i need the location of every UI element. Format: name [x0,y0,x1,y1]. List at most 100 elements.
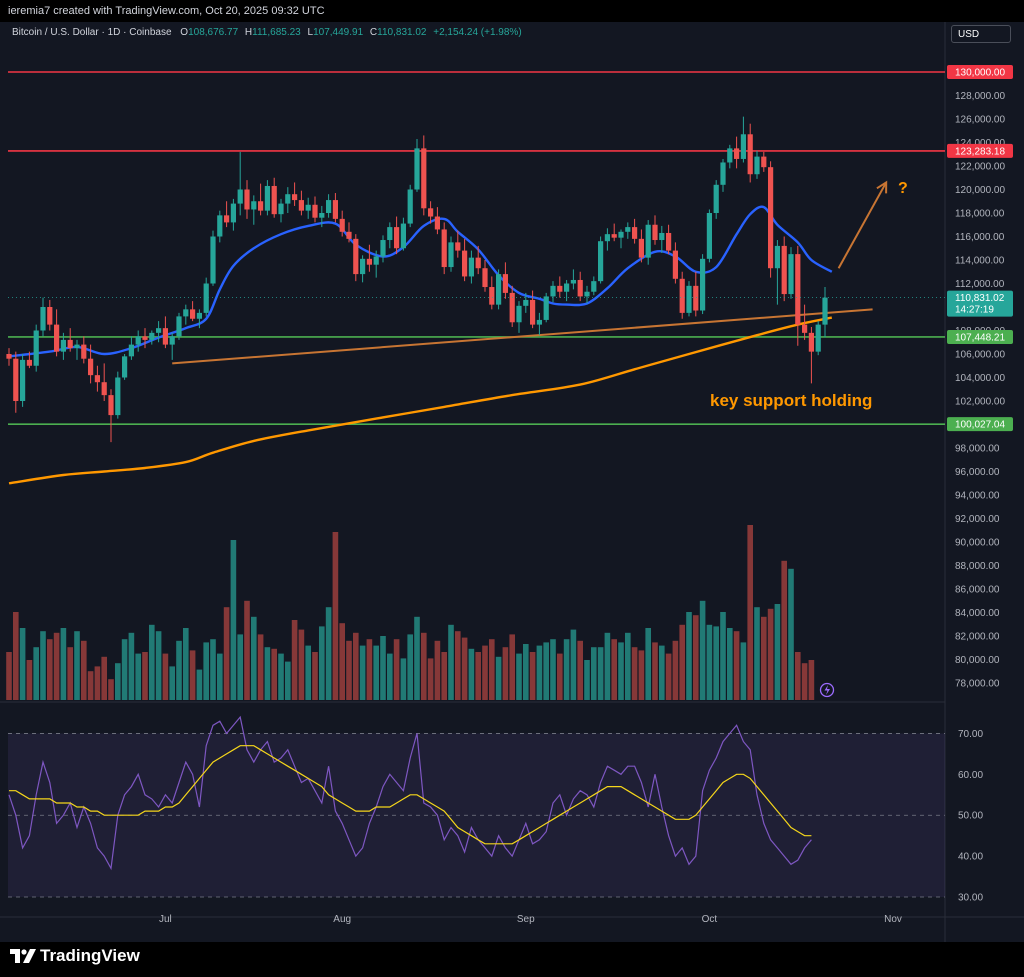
candle-body [251,201,257,210]
tradingview-logo[interactable]: TradingView [10,946,140,966]
time-label: Oct [702,914,718,925]
candle-body [312,204,318,218]
candle-body [550,285,556,297]
candle-body [142,336,148,340]
volume-bar [101,656,107,700]
candle-body [353,238,359,275]
support-price-tag-text: 100,027.04 [955,420,1005,431]
volume-bar [257,634,264,700]
candles [6,116,828,443]
slow-ma-line [8,316,833,485]
volume-bar [774,604,781,700]
volume-bar [795,652,801,700]
candle-body [176,316,182,337]
volume-bar [353,632,359,700]
volume-bar [489,639,495,700]
price-tick-label: 128,000.00 [955,91,1005,102]
price-tick-label: 84,000.00 [955,608,1000,619]
volume-bar [475,652,481,700]
volume-bar [387,653,393,700]
volume-bar [441,652,447,700]
chart-svg[interactable]: 128,000.00 126,000.00 124,000.00 122,000.00… [0,22,1024,942]
volume-bar [808,660,815,700]
volume-bar [47,639,53,700]
volume-bar [305,645,311,700]
low-value: 107,449.91 [313,27,364,38]
trendline-layer[interactable] [172,308,873,365]
volume-bar [271,648,277,700]
candle-body [244,189,250,210]
currency-button[interactable]: USD [951,25,1011,43]
volume-bar [81,640,87,700]
candle-body [502,274,508,293]
rsi-tick-label: 70.00 [958,729,983,740]
price-tick-label: 92,000.00 [955,514,1000,525]
candle-body [210,236,216,284]
candle-body [700,258,706,311]
candle-body [808,332,814,352]
volume-bar [121,639,128,700]
annotations[interactable]: ? key support holding [710,180,908,410]
candle-body [108,395,114,416]
candle-body [360,258,366,275]
candle-body [169,336,175,345]
candle-body [720,162,726,185]
rsi-lines [8,715,812,871]
volume-bar [638,650,645,700]
footer-bar: TradingView [0,942,1024,977]
volume-bar [414,616,420,700]
candle-body [618,231,624,238]
volume-bar [767,608,774,700]
slow-moving-average [8,316,833,485]
candle-body [271,185,277,215]
price-axis-panel[interactable] [945,22,1024,942]
volume-bar [720,612,726,700]
rsi-tick-label: 60.00 [958,770,983,781]
candle-body [67,339,73,349]
volume-bar [570,629,577,700]
volume-bar [427,658,434,700]
candle-body [611,234,617,238]
candle-body [135,336,141,345]
volume-bar [693,615,699,700]
volume-bar [210,639,216,700]
candle-body [604,234,610,242]
volume-bar [706,624,713,700]
candle-body [672,250,678,279]
candle-body [802,324,808,333]
volume-bar [285,661,291,700]
candle-body [727,148,733,163]
volume-bar [312,652,318,700]
volume-bar [359,645,366,700]
resistance-price-tag-text: 130,000.00 [955,68,1005,79]
candle-body [523,299,529,306]
candle-body [625,227,631,232]
candle-body [81,344,87,359]
high-value: 111,685.23 [252,27,301,38]
volume-bar [713,626,719,700]
candle-body [230,203,236,223]
candle-body [407,189,413,224]
candle-body [373,256,379,265]
candle-body [482,268,488,288]
current-price-tag-text: 110,831.02 [955,293,1005,304]
rsi-tick-label: 40.00 [958,852,983,863]
candle-body [54,324,60,352]
volume-bar [189,650,196,700]
volume-bar [618,642,624,700]
candle-body [94,375,100,383]
chart-area[interactable]: 128,000.00 126,000.00 124,000.00 122,000.00… [0,22,1024,942]
volume-bar [550,639,556,700]
candle-body [6,354,12,359]
candle-body [190,309,196,319]
candle-body [761,156,767,168]
candle-body [638,238,644,258]
candle-body [645,224,651,258]
attribution-bar: ieremia7 created with TradingView.com, O… [0,0,1024,22]
attribution-text: ieremia7 created with TradingView.com, O… [8,5,325,17]
volume-bar [686,612,692,700]
volume-bar [407,634,413,700]
lightning-icon[interactable] [819,682,835,698]
candle-body [20,359,26,401]
